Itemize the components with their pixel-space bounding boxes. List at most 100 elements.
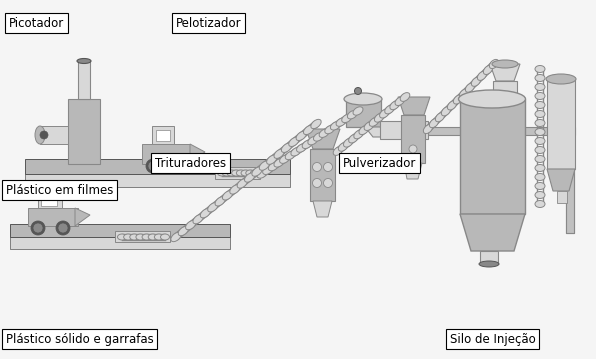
Ellipse shape (274, 149, 284, 158)
Ellipse shape (483, 65, 493, 75)
Ellipse shape (339, 143, 348, 151)
Ellipse shape (400, 93, 410, 101)
Ellipse shape (374, 113, 384, 122)
Ellipse shape (222, 170, 231, 176)
Text: Trituradores: Trituradores (155, 157, 226, 170)
Ellipse shape (385, 105, 395, 114)
Text: Plástico em filmes: Plástico em filmes (6, 184, 113, 197)
Ellipse shape (77, 59, 91, 64)
Ellipse shape (535, 120, 545, 126)
Ellipse shape (31, 221, 45, 235)
Bar (10, 224, 230, 237)
Ellipse shape (171, 159, 185, 173)
Ellipse shape (148, 234, 157, 240)
Polygon shape (490, 64, 520, 81)
Ellipse shape (535, 65, 545, 73)
Ellipse shape (302, 140, 312, 149)
Ellipse shape (489, 59, 499, 69)
Ellipse shape (207, 202, 218, 212)
Text: Plástico sólido e garrafas: Plástico sólido e garrafas (6, 333, 154, 346)
Ellipse shape (244, 173, 255, 182)
Ellipse shape (268, 162, 278, 171)
Ellipse shape (359, 126, 368, 135)
Bar (501, 157, 509, 169)
Ellipse shape (535, 93, 545, 99)
Ellipse shape (492, 60, 518, 68)
Ellipse shape (535, 84, 545, 90)
Bar (115, 231, 170, 242)
Bar (68, 99, 100, 164)
Ellipse shape (257, 170, 267, 178)
Bar (38, 192, 62, 208)
Ellipse shape (280, 155, 290, 163)
Ellipse shape (347, 111, 358, 119)
Ellipse shape (535, 200, 545, 208)
Ellipse shape (288, 137, 299, 146)
Bar (547, 79, 575, 169)
Ellipse shape (230, 185, 240, 194)
Ellipse shape (535, 164, 545, 172)
Ellipse shape (535, 146, 545, 154)
Ellipse shape (252, 167, 262, 176)
Bar (560, 127, 574, 135)
Ellipse shape (336, 118, 346, 126)
Ellipse shape (178, 227, 188, 236)
Ellipse shape (148, 161, 158, 171)
Polygon shape (306, 129, 340, 149)
Ellipse shape (423, 125, 433, 134)
Ellipse shape (349, 134, 358, 143)
Ellipse shape (35, 126, 45, 144)
Ellipse shape (477, 71, 486, 80)
Ellipse shape (535, 129, 545, 135)
Ellipse shape (435, 113, 445, 122)
Ellipse shape (535, 173, 545, 181)
Ellipse shape (454, 95, 462, 104)
Ellipse shape (313, 133, 324, 141)
Bar (78, 61, 90, 99)
Ellipse shape (237, 170, 246, 176)
Ellipse shape (325, 125, 335, 134)
Ellipse shape (123, 234, 133, 240)
Ellipse shape (333, 146, 343, 155)
Ellipse shape (56, 221, 70, 235)
Ellipse shape (241, 170, 250, 176)
Bar (566, 127, 574, 233)
Ellipse shape (465, 83, 474, 92)
Ellipse shape (303, 125, 313, 135)
Ellipse shape (259, 161, 269, 170)
Polygon shape (10, 237, 230, 249)
Ellipse shape (312, 163, 321, 172)
Ellipse shape (117, 234, 126, 240)
Ellipse shape (471, 77, 480, 86)
Bar (40, 126, 68, 144)
Ellipse shape (281, 143, 291, 153)
Polygon shape (25, 174, 290, 187)
Ellipse shape (215, 197, 225, 206)
Ellipse shape (458, 90, 526, 108)
Ellipse shape (319, 129, 329, 137)
Ellipse shape (370, 117, 379, 126)
Ellipse shape (364, 122, 374, 130)
Ellipse shape (409, 145, 417, 153)
Bar (346, 99, 381, 127)
Ellipse shape (330, 122, 340, 130)
Bar (428, 127, 573, 135)
Ellipse shape (266, 155, 277, 164)
Ellipse shape (40, 131, 48, 139)
Ellipse shape (353, 107, 363, 115)
Bar (152, 126, 174, 144)
Bar (380, 121, 428, 139)
Bar (460, 99, 525, 214)
Polygon shape (493, 141, 517, 157)
Ellipse shape (535, 191, 545, 199)
Ellipse shape (395, 97, 405, 106)
Ellipse shape (171, 232, 181, 242)
Ellipse shape (535, 75, 545, 81)
Bar (566, 127, 574, 233)
Ellipse shape (291, 148, 301, 156)
Ellipse shape (324, 163, 333, 172)
Ellipse shape (227, 170, 236, 176)
Polygon shape (365, 127, 388, 137)
Ellipse shape (237, 179, 247, 188)
Polygon shape (75, 208, 90, 226)
